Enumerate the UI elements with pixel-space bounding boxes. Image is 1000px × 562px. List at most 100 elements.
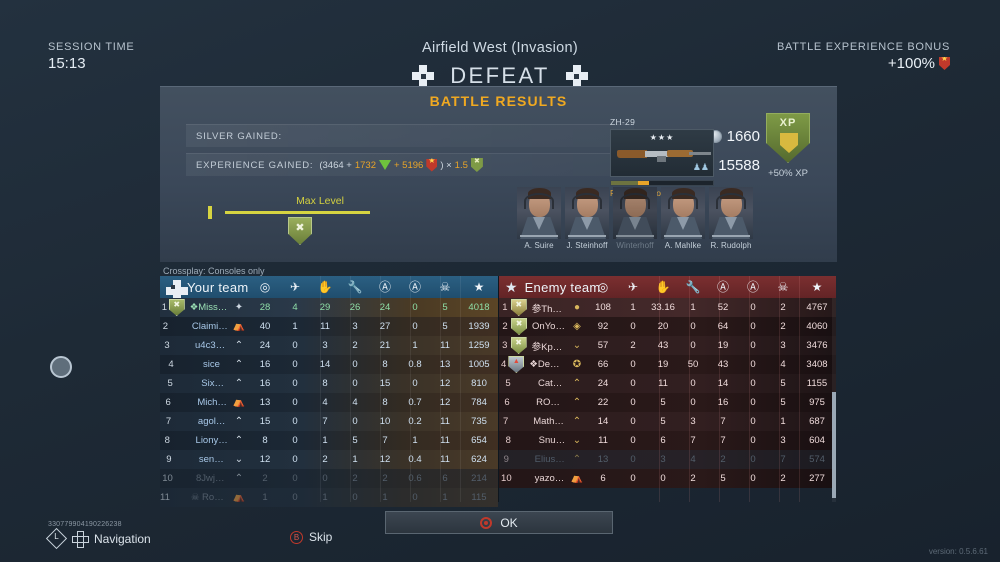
player-name[interactable]: agol3123 (197, 416, 228, 427)
assist-hand-icon: ✋ (317, 280, 333, 294)
cell-stat-4: 1 (382, 492, 388, 503)
table-row[interactable]: 7 agol3123 ⌃ 15 0 7 0 10 0.2 11 735 (160, 412, 498, 431)
cell-stat-1: 2 (630, 340, 636, 351)
table-row[interactable]: 9 senkaho ⌄ 12 0 2 1 12 0.4 11 624 (160, 450, 498, 469)
match-title: Airfield West (Invasion) (421, 40, 578, 56)
cell-score: 3408 (806, 359, 828, 370)
ok-button[interactable]: OK (385, 511, 613, 534)
xp-booster-icon (470, 158, 483, 172)
crew-member-name: A. Mahlke (664, 241, 702, 250)
player-name[interactable]: 参KphippsX4参 (531, 341, 566, 353)
player-name[interactable]: Liony48605 (195, 435, 228, 446)
player-name[interactable]: ❖MissingMayhem13❖ (189, 302, 228, 313)
cell-stat-2: 7 (322, 416, 328, 427)
cell-stat-4: 16 (717, 397, 729, 408)
table-row[interactable]: 1 参Theaj1713参 ● 108 1 33.16 1 52 0 2 4767 (499, 298, 836, 317)
crew-member[interactable]: A. Suire (517, 187, 561, 250)
player-name[interactable]: u4c3ud87ak (195, 340, 228, 351)
table-row[interactable]: 4 ❖DemonicFox237❖ ✪ 66 0 19 50 43 0 4 3408 (499, 355, 836, 374)
row-rank: 10 (162, 473, 173, 484)
capture-point-icon: Ⓐ (378, 280, 391, 294)
crew-member[interactable]: Winterhoff (613, 187, 657, 250)
table-row[interactable]: 4 sice ⌃ 16 0 14 0 8 0.8 13 1005 (160, 355, 498, 374)
cell-stat-2: 3 (322, 340, 328, 351)
table-row[interactable]: 5 Cathevil ⌃ 24 0 11 0 14 0 5 1155 (499, 374, 836, 393)
silver-gained-row: SILVER GAINED: 1660 (186, 124, 760, 147)
cell-stat-1: 0 (630, 416, 636, 427)
skip-hint[interactable]: B Skip (290, 530, 332, 544)
row-rank: 5 (505, 378, 511, 389)
player-name[interactable]: ClaimingLlama37 (191, 321, 228, 332)
table-row[interactable]: 8 Snuggy ⌄ 11 0 6 7 7 0 3 604 (499, 431, 836, 450)
badge-placeholder (518, 432, 534, 449)
max-level-label: Max Level (296, 195, 344, 207)
vehicle-class-icon: ⌄ (234, 454, 244, 465)
cell-stat-4: 14 (717, 378, 729, 389)
crew-member[interactable]: A. Mahlke (661, 187, 705, 250)
row-rank: 4 (168, 359, 174, 370)
player-name[interactable]: yazosharor (534, 473, 566, 484)
cell-stat-6: 2 (780, 321, 786, 332)
player-name[interactable]: OnYoHead720 (532, 321, 566, 332)
table-row[interactable]: 7 Matheuzin50 ⌃ 14 0 5 3 7 0 1 687 (499, 412, 836, 431)
enemy-table-scrollbar[interactable] (832, 298, 836, 502)
table-row[interactable]: 11 ☠ Rockstar KraBBs ⛺ 1 0 1 0 1 0 1 115 (160, 488, 498, 507)
player-name[interactable]: 8Jwjzy2qm (195, 473, 228, 484)
player-name[interactable]: Matheuzin50 (533, 416, 566, 427)
cell-stat-6: 5 (442, 302, 448, 313)
player-name[interactable]: 参Theaj1713参 (531, 303, 566, 315)
vehicle-class-icon: ⌃ (572, 378, 582, 389)
cell-score: 3476 (806, 340, 828, 351)
navigation-hint[interactable]: L Navigation (45, 527, 151, 550)
player-name[interactable]: ❖DemonicFox237❖ (529, 359, 566, 370)
table-row[interactable]: 10 8Jwjzy2qm ⌃ 2 0 0 2 2 0.6 6 214 (160, 469, 498, 488)
table-row[interactable]: 2 OnYoHead720 ◈ 92 0 20 0 64 0 2 4060 (499, 317, 836, 336)
cell-score: 4018 (468, 302, 490, 313)
cell-stat-3: 0 (690, 321, 696, 332)
table-row[interactable]: 3 参KphippsX4参 ⌄ 57 2 43 0 19 0 3 3476 (499, 336, 836, 355)
pointer-cursor[interactable] (50, 356, 72, 378)
battle-result-text: DEFEAT (450, 63, 550, 88)
player-name[interactable]: Mich1891 (197, 397, 228, 408)
crew-member-name: R. Rudolph (710, 241, 752, 250)
badge-placeholder (180, 375, 196, 392)
crew-member[interactable]: J. Steinhoff (565, 187, 609, 250)
cell-stat-4: 15 (379, 378, 391, 389)
your-team-name: Your team (187, 279, 249, 295)
table-row[interactable]: 1 ❖MissingMayhem13❖ ✦ 28 4 29 26 24 0 5 4018 (160, 298, 498, 317)
player-name[interactable]: Snuggy (538, 435, 566, 446)
scrollbar-thumb[interactable] (832, 391, 836, 498)
player-name[interactable]: ☠ Rockstar KraBBs (190, 492, 228, 503)
weapon-research-card[interactable]: ZH-29 ★★★ ♟♟ Research progress (610, 117, 714, 198)
player-rank-badge-icon (510, 299, 527, 316)
enemy-team-header: ★ Enemy team ◎ ✈ ✋ 🔧 Ⓐ Ⓐ ☠ ★ (499, 276, 836, 298)
crew-member[interactable]: R. Rudolph (709, 187, 753, 250)
table-row[interactable]: 5 Six003 ⌃ 16 0 8 0 15 0 12 810 (160, 374, 498, 393)
defend-point-icon: Ⓐ (408, 280, 421, 294)
cell-stat-5: 0 (750, 321, 756, 332)
player-name[interactable]: sice (203, 359, 220, 370)
version-label: version: 0.5.6.61 (928, 547, 988, 556)
player-name[interactable]: ROSGEY (536, 397, 566, 408)
weapon-stars: ★★★ (649, 133, 675, 142)
table-row[interactable]: 9 Elius10517 ⌃ 13 0 3 4 2 0 7 574 (499, 450, 836, 469)
vehicle-class-icon: ⌄ (572, 435, 582, 446)
table-row[interactable]: 6 Mich1891 ⛺ 13 0 4 4 8 0.7 12 784 (160, 393, 498, 412)
cell-stat-0: 57 (597, 340, 609, 351)
cell-score: 687 (809, 416, 825, 427)
player-name[interactable]: Six003 (201, 378, 228, 389)
player-name[interactable]: Cathevil (537, 378, 566, 389)
cell-score: 4767 (806, 302, 828, 313)
skull-deaths-icon: ☠ (777, 280, 789, 294)
vehicle-class-icon: ⛺ (232, 492, 246, 503)
table-row[interactable]: 6 ROSGEY ⌃ 22 0 5 0 16 0 5 975 (499, 393, 836, 412)
player-name[interactable]: Elius10517 (534, 454, 566, 465)
player-name[interactable]: senkaho (198, 454, 228, 465)
table-row[interactable]: 10 yazosharor ⛺ 6 0 0 2 5 0 2 277 (499, 469, 836, 488)
cell-score: 1155 (806, 378, 828, 389)
enemy-team-column-icons: ◎ ✈ ✋ 🔧 Ⓐ Ⓐ ☠ ★ (588, 276, 836, 298)
